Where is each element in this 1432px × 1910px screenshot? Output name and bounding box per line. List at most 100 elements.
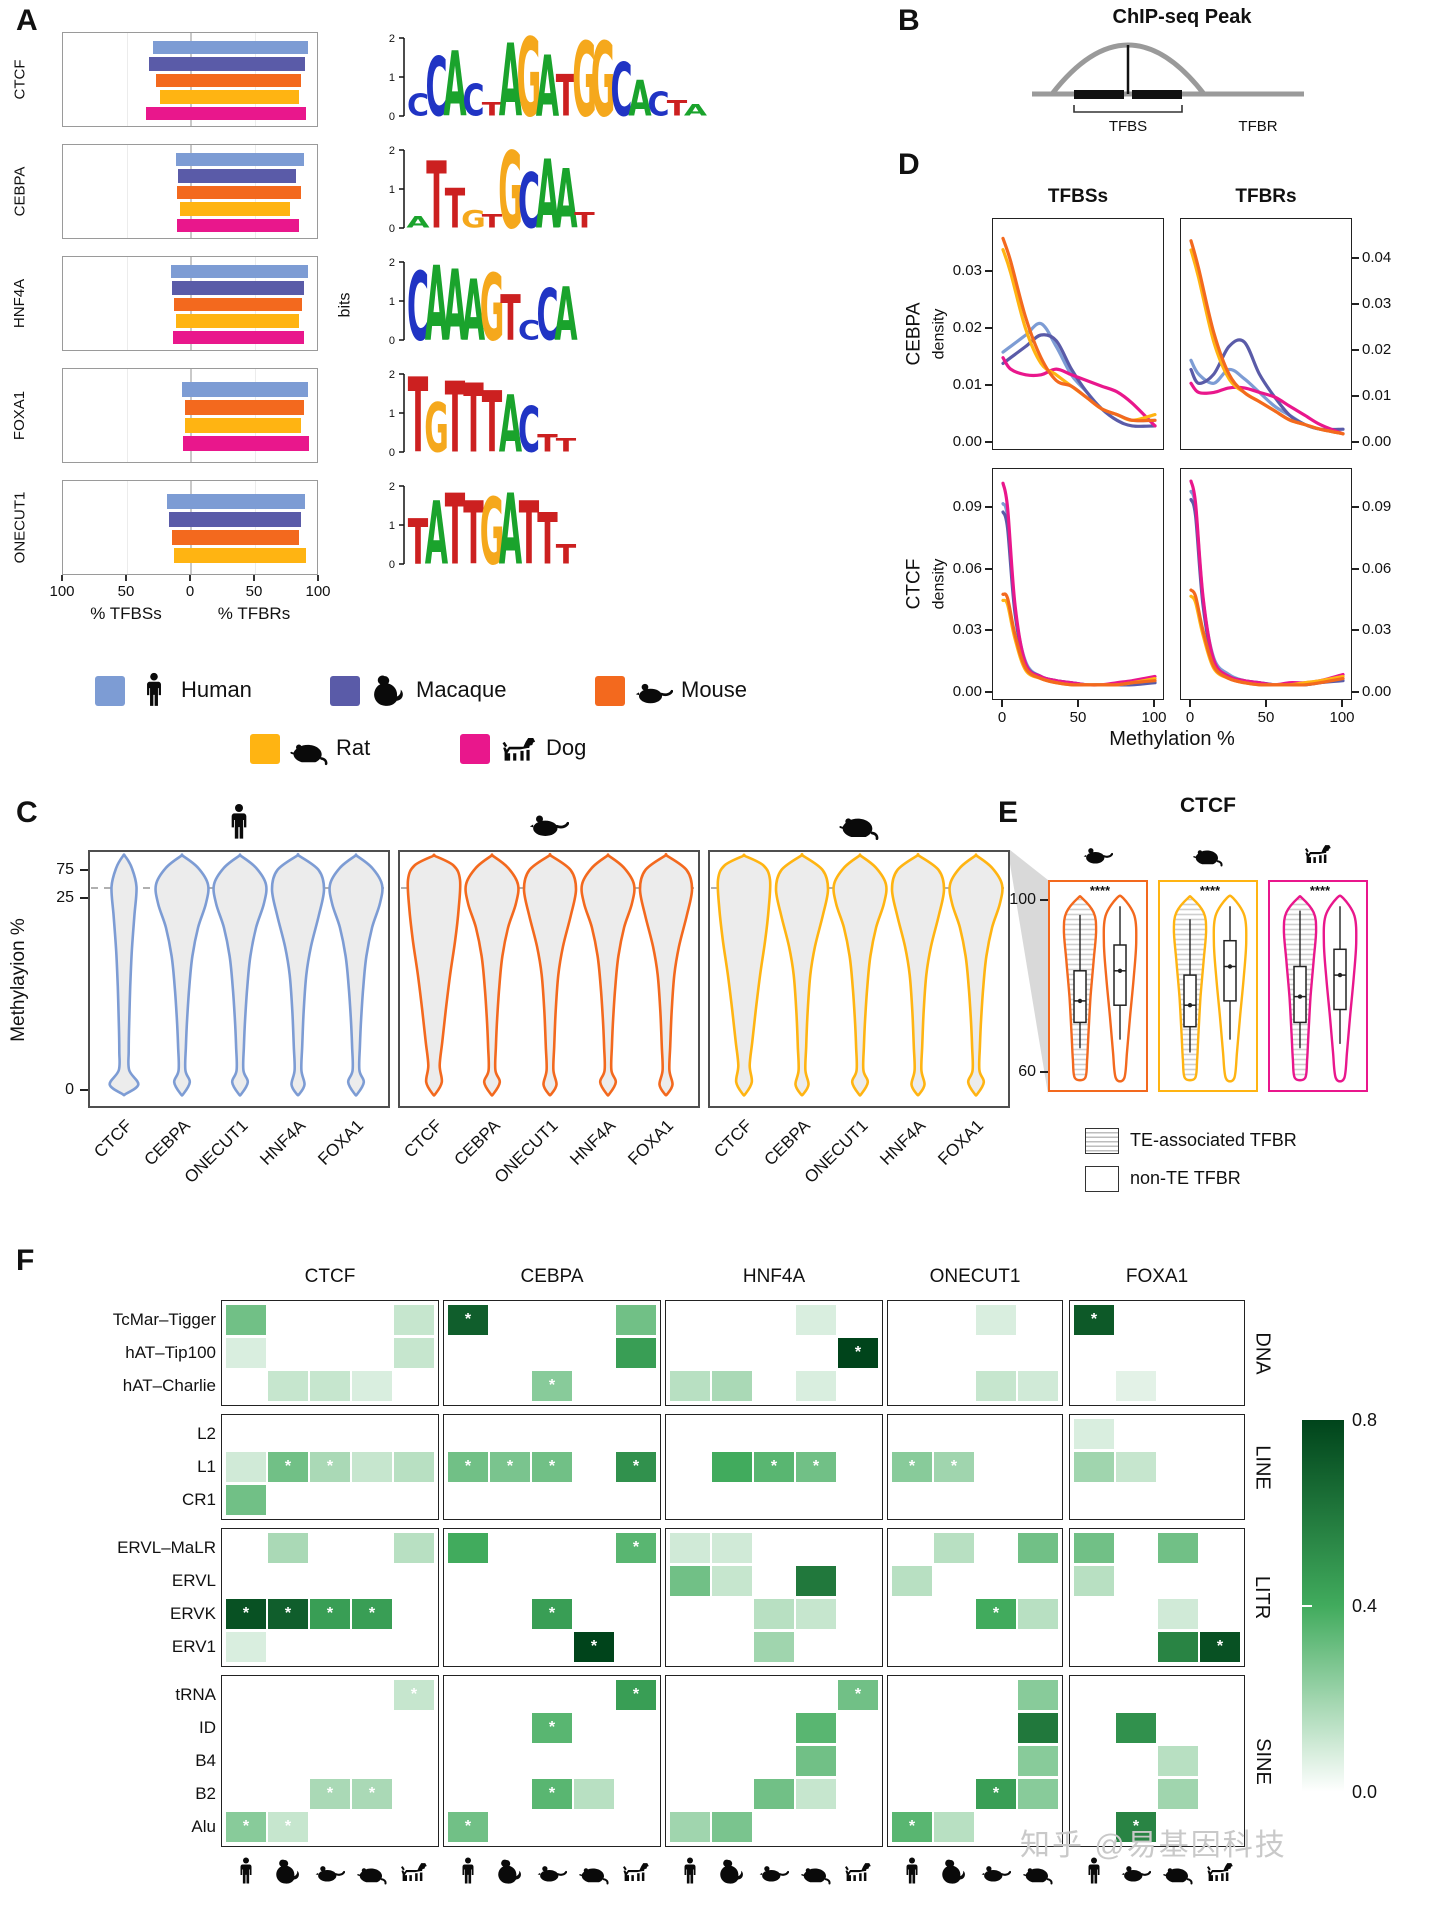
tfbs-bar-ONECUT1-macaque bbox=[169, 512, 191, 527]
x-tick-label: 0 bbox=[997, 709, 1007, 726]
heatmap-cell-ERVL-HNF4A-rat bbox=[796, 1566, 836, 1596]
heatmap-col-header-ONECUT1: ONECUT1 bbox=[929, 1266, 1021, 1287]
violin-y-tick-mark bbox=[80, 869, 88, 871]
heatmap-cell-L1-ONECUT1-human: * bbox=[892, 1452, 932, 1482]
cell-significance-star: * bbox=[548, 1458, 556, 1475]
svg-text:1: 1 bbox=[389, 72, 395, 84]
te-family-label-tRNA: tRNA bbox=[175, 1685, 216, 1704]
te-family-label-ID: ID bbox=[199, 1718, 216, 1737]
tfbs-bar-CTCF-rat bbox=[160, 90, 191, 104]
heatmap-col-species-icon bbox=[843, 1856, 873, 1891]
svg-text:C: C bbox=[647, 86, 669, 123]
svg-text:T: T bbox=[537, 498, 558, 575]
tfbr-bar-CTCF-macaque bbox=[191, 57, 305, 71]
svg-text:A: A bbox=[425, 485, 448, 575]
heatmap-col-species-icon bbox=[273, 1856, 303, 1891]
heatmap-col-species-icon bbox=[537, 1856, 568, 1891]
heatmap-col-species-icon bbox=[1205, 1856, 1235, 1891]
violin-y-tick-mark bbox=[80, 897, 88, 899]
legend-swatch-rat bbox=[250, 734, 280, 764]
x-tick-mark bbox=[1001, 700, 1003, 707]
bar-x-tick-mark bbox=[189, 575, 191, 581]
svg-text:A: A bbox=[684, 101, 708, 120]
svg-text:T: T bbox=[426, 144, 447, 239]
mouse-icon bbox=[1083, 848, 1114, 864]
tfbs-block-right bbox=[1132, 90, 1182, 99]
tf-row-label-text: HNF4A bbox=[11, 278, 29, 329]
colorbar-tick-label: 0.8 bbox=[1352, 1410, 1378, 1430]
macaque-icon bbox=[720, 1859, 743, 1884]
violin-human-CTCF bbox=[108, 853, 140, 1097]
y-tick-label: 0.00 bbox=[1362, 433, 1392, 450]
human-icon bbox=[906, 1857, 918, 1884]
panel-e-title: CTCF bbox=[1180, 794, 1236, 817]
density-line-CEBPA-TFBSs-dog bbox=[1001, 356, 1157, 428]
heatmap-cell-Alu-CTCF-human: * bbox=[226, 1812, 266, 1842]
tfbs-bar-HNF4A-mouse bbox=[174, 297, 191, 312]
te-family-label-B2: B2 bbox=[195, 1784, 216, 1803]
te-family-label-ERVK: ERVK bbox=[170, 1604, 216, 1623]
e-species-icon-mouse bbox=[1083, 838, 1114, 873]
te-family-label-CR1: CR1 bbox=[181, 1490, 216, 1509]
tfbs-bar-CTCF-dog bbox=[146, 106, 191, 121]
e-species-icon-dog bbox=[1303, 838, 1333, 873]
x-tick-mark bbox=[1265, 700, 1267, 707]
y-tick-label: 0.09 bbox=[1362, 497, 1392, 515]
macaque-icon bbox=[276, 1859, 299, 1884]
heatmap-cell-L1-CTCF-dog bbox=[394, 1452, 434, 1482]
violin-x-label: FOXA1 bbox=[580, 1116, 678, 1169]
cell-significance-star: * bbox=[284, 1458, 292, 1475]
heatmap-cell-ERVL–MaLR-FOXA1-rat bbox=[1158, 1533, 1198, 1563]
heatmap-col-species-icon bbox=[453, 1856, 483, 1891]
heatmap-col-species-icon bbox=[759, 1856, 790, 1891]
heatmap-cell-L1-FOXA1-human bbox=[1074, 1452, 1114, 1482]
gridline-50 bbox=[127, 369, 128, 462]
tfbs-bar-FOXA1-mouse bbox=[184, 400, 191, 415]
heatmap-col-species-icon bbox=[801, 1856, 831, 1891]
chipseq-peak-title: ChIP-seq Peak bbox=[1112, 6, 1252, 28]
heatmap-cell-hAT–Charlie-CTCF-mouse bbox=[310, 1371, 350, 1401]
svg-text:0: 0 bbox=[389, 223, 395, 235]
violin-y-tick-label: 75 bbox=[56, 861, 74, 878]
heatmap-cell-ERVL–MaLR-CEBPA-dog: * bbox=[616, 1533, 656, 1563]
heatmap-cell-B4-HNF4A-rat bbox=[796, 1746, 836, 1776]
y-tick-mark bbox=[985, 691, 992, 693]
heatmap-cell-ERVK-HNF4A-mouse bbox=[754, 1599, 794, 1629]
density-line-CTCF-TFBSs-dog bbox=[1001, 481, 1157, 687]
heatmap-cell-ERVL–MaLR-ONECUT1-macaque bbox=[934, 1533, 974, 1563]
heatmap-cell-ERV1-CEBPA-rat: * bbox=[574, 1632, 614, 1662]
cell-significance-star: * bbox=[326, 1785, 334, 1802]
heatmap-cell-ERVL–MaLR-CTCF-macaque bbox=[268, 1533, 308, 1563]
cell-significance-star: * bbox=[1090, 1311, 1098, 1328]
svg-text:A: A bbox=[536, 37, 559, 127]
cell-significance-star: * bbox=[908, 1458, 916, 1475]
panel-e-label: E bbox=[998, 796, 1019, 829]
heatmap-cell-L1-FOXA1-mouse bbox=[1116, 1452, 1156, 1482]
y-tick-mark bbox=[1352, 349, 1359, 352]
heatmap-col-header-FOXA1: FOXA1 bbox=[1125, 1266, 1189, 1287]
tfbs-bar-FOXA1-rat bbox=[184, 418, 191, 433]
violin-human-CEBPA bbox=[154, 853, 210, 1097]
tf-row-label-CEBPA: CEBPA bbox=[6, 144, 34, 239]
density-line-CEBPA-TFBRs-human bbox=[1189, 358, 1345, 436]
svg-text:T: T bbox=[463, 485, 483, 575]
macaque-icon bbox=[498, 1859, 521, 1884]
non-te-swatch bbox=[1085, 1166, 1119, 1192]
panel-species-icon-mouse bbox=[529, 802, 570, 847]
bar-panel-CTCF bbox=[62, 32, 318, 127]
cell-significance-star: * bbox=[464, 1818, 472, 1835]
mouse-icon bbox=[529, 815, 570, 836]
heatmap-cell-B2-CEBPA-rat bbox=[574, 1779, 614, 1809]
te-family-label-TcMar–Tigger: TcMar–Tigger bbox=[112, 1310, 216, 1329]
tfbr-bar-CTCF-dog bbox=[191, 106, 307, 121]
violin-rat-CTCF bbox=[716, 853, 772, 1097]
svg-text:A: A bbox=[406, 213, 430, 232]
svg-text:A: A bbox=[536, 144, 559, 239]
density-row-label-cebpa: CEBPA bbox=[902, 274, 926, 394]
y-tick-label: 0.01 bbox=[952, 376, 982, 394]
cell-significance-star: * bbox=[464, 1458, 472, 1475]
svg-text:C: C bbox=[536, 274, 558, 351]
te-class-label-SINE: SINE bbox=[1250, 1721, 1274, 1801]
tf-row-label-CTCF: CTCF bbox=[6, 32, 34, 127]
